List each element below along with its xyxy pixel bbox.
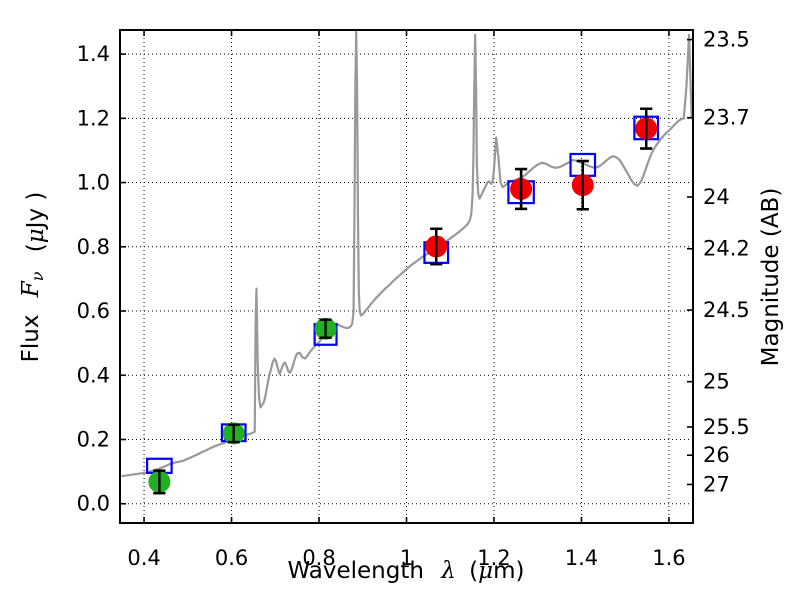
x-tick-label: 0.4 bbox=[127, 546, 160, 570]
y-axis-title-text: Flux bbox=[18, 315, 44, 363]
y2-tick-label: 23.7 bbox=[703, 106, 750, 130]
y2-tick-label: 25 bbox=[703, 370, 730, 394]
x-tick-label: 0.6 bbox=[215, 546, 248, 570]
gridlines-group bbox=[120, 30, 693, 523]
y2-tick-label: 24.5 bbox=[703, 298, 750, 322]
x-axis-title-text: Wavelength bbox=[288, 558, 424, 584]
y-tick-label: 0.6 bbox=[77, 299, 110, 323]
x-tick-label: 1.2 bbox=[477, 546, 510, 570]
spectrum-layer bbox=[121, 30, 693, 478]
x-tick-label: 0.8 bbox=[302, 546, 335, 570]
y-tick-label: 0.4 bbox=[77, 363, 110, 387]
y2-tick-label: 23.5 bbox=[703, 28, 750, 52]
tick-labels-layer: 0.4 0.6 0.8 1 1.2 1.4 1.6 0.0 0.2 0.4 0.6 0.8 1.0 1.2… bbox=[77, 28, 750, 571]
data-markers-layer bbox=[146, 107, 660, 495]
y2-axis-title-text: Magnitude (AB) bbox=[758, 188, 784, 367]
y-tick-label: 0.8 bbox=[77, 235, 110, 259]
y-axis-title: Flux Fν (μJy ) bbox=[18, 192, 49, 363]
y-tick-label: 1.4 bbox=[77, 42, 110, 66]
axes-frame-layer bbox=[119, 29, 694, 524]
y2-axis-title: Magnitude (AB) bbox=[758, 188, 784, 367]
y-tick-label: 1.0 bbox=[77, 171, 110, 195]
model-spectrum-curve bbox=[121, 30, 693, 478]
svg-text:Flux Fν (μJy ): Flux Fν (μJy ) bbox=[18, 192, 49, 363]
axes-frame bbox=[119, 29, 694, 524]
y2-tick-label: 24 bbox=[703, 185, 730, 209]
svg-text:Wavelength λ (: Wavelength λ (μm) bbox=[288, 558, 525, 584]
x-tick-label: 1.4 bbox=[565, 546, 598, 570]
y-tick-label: 1.2 bbox=[77, 106, 110, 130]
x-tick-label: 1 bbox=[400, 546, 413, 570]
y-tick-label: 0.2 bbox=[77, 427, 110, 451]
y2-tick-label: 27 bbox=[703, 472, 730, 496]
x-axis-title: Wavelength λ (μm) bbox=[288, 558, 525, 584]
y-tick-label: 0.0 bbox=[77, 492, 110, 516]
x-tick-label: 1.6 bbox=[652, 546, 685, 570]
y2-tick-label: 26 bbox=[703, 443, 730, 467]
y2-tick-label: 24.2 bbox=[703, 237, 750, 261]
y2-tick-label: 25.5 bbox=[703, 415, 750, 439]
